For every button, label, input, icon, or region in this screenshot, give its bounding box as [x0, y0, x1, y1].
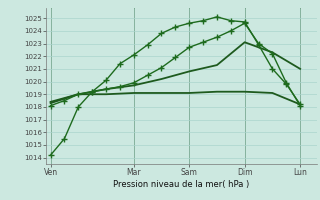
X-axis label: Pression niveau de la mer( hPa ): Pression niveau de la mer( hPa )	[114, 180, 250, 189]
